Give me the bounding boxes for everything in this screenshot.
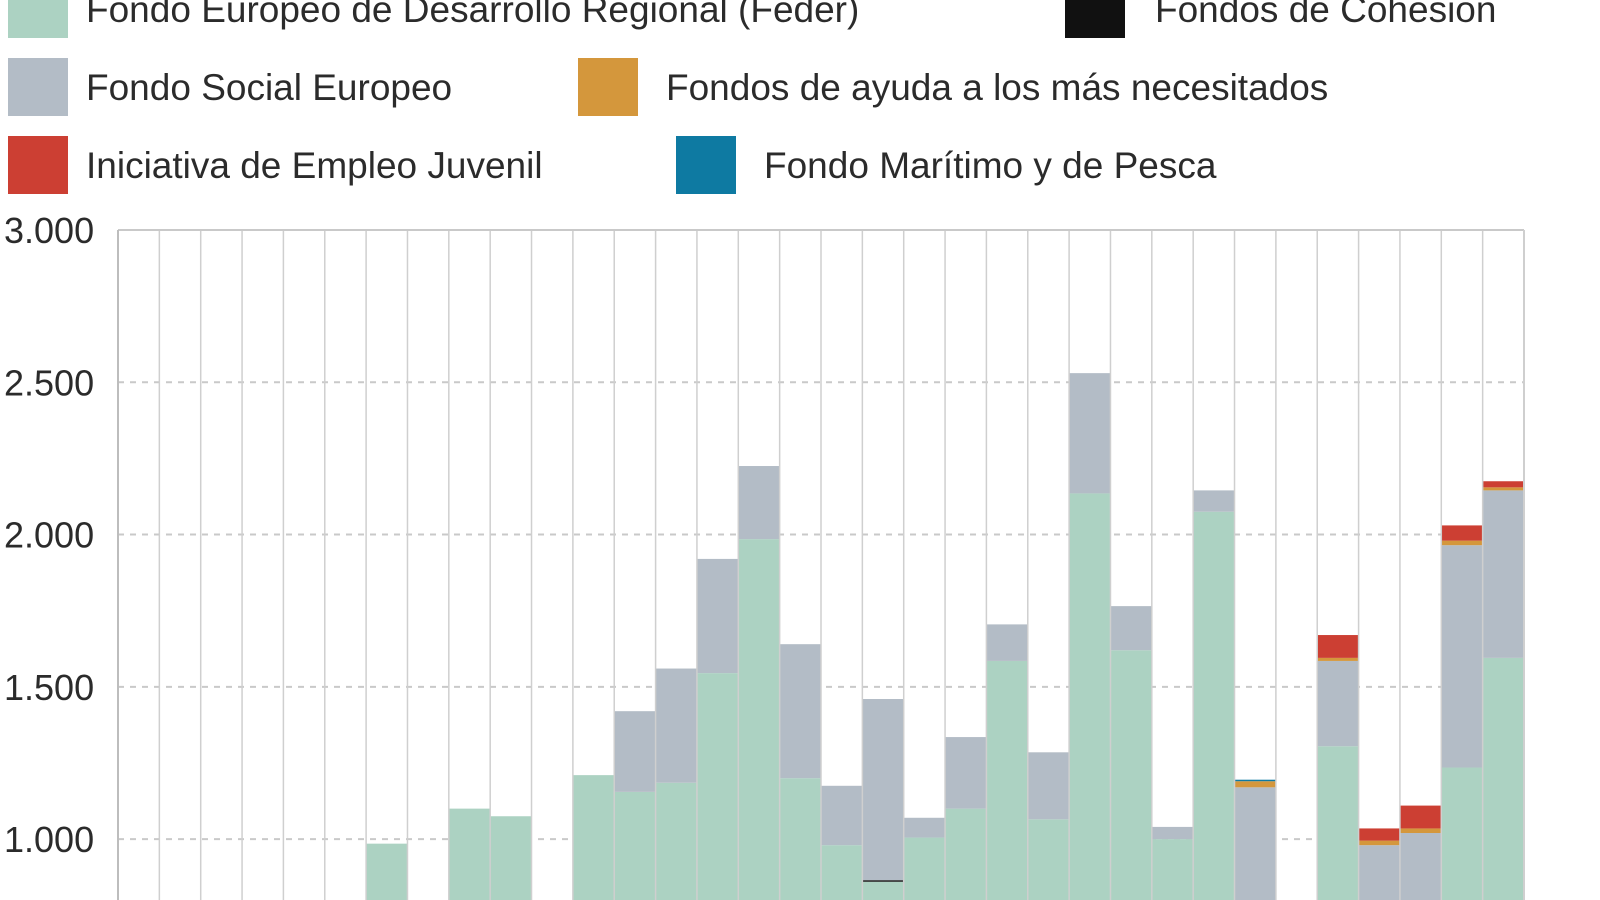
legend-label: Fondo Marítimo y de Pesca (764, 144, 1217, 186)
bar-segment-feder (1317, 746, 1359, 900)
bar-segment-fse (779, 644, 821, 779)
legend-label: Fondos de ayuda a los más necesitados (666, 66, 1329, 108)
bar-segment-feder (1482, 657, 1524, 900)
bar-segment-feder (490, 816, 532, 900)
bar-segment-fse (903, 817, 946, 838)
bar-segment-cohesion (862, 880, 904, 882)
bar-segment-fse (1110, 606, 1152, 651)
bar-segment-feder (821, 845, 863, 900)
legend-item-empleo-juvenil: Iniciativa de Empleo Juvenil (8, 136, 543, 194)
bar-segment-feder (903, 837, 946, 900)
bar-segment-ayuda (1441, 540, 1483, 546)
bar-segment-feder (655, 782, 697, 900)
bar-segment-ayuda (1399, 828, 1442, 833)
legend-swatch (8, 136, 68, 194)
bar-segment-fse (986, 624, 1028, 661)
bar-segment-feder (572, 775, 615, 900)
y-tick-label: 1.000 (4, 819, 94, 860)
legend-item-cohesion: Fondos de Cohesión (1065, 0, 1496, 38)
bar-segment-feder (448, 808, 491, 900)
bar-segment-fse (696, 558, 739, 674)
bar-segment-fse (1399, 833, 1442, 900)
bar-segment-fse (655, 668, 697, 783)
bar-segment-fse (1317, 660, 1359, 747)
bar-segment-ayuda (1482, 487, 1524, 491)
bar-segment-fse (862, 699, 904, 881)
bar-segment-empleo-juvenil (1482, 481, 1524, 488)
y-tick-label: 2.000 (4, 515, 94, 556)
legend-item-pesca: Fondo Marítimo y de Pesca (676, 136, 1216, 194)
bar-segment-fse (1193, 490, 1235, 512)
legend-swatch (8, 58, 68, 116)
bar-segment-fse (1234, 787, 1276, 900)
legend-swatch (1065, 0, 1125, 38)
bar-segment-ayuda (1317, 657, 1359, 661)
bar-segment-feder (1151, 839, 1194, 900)
bar-segment-fse (1151, 826, 1194, 840)
legend-label: Iniciativa de Empleo Juvenil (86, 144, 543, 186)
bar-segment-fse (1482, 490, 1524, 658)
bar-segment-ayuda (1358, 840, 1400, 846)
bar-segment-feder (1193, 511, 1235, 900)
legend-label: Fondos de Cohesión (1155, 0, 1497, 30)
legend-swatch (578, 58, 638, 116)
legend-item-ayuda: Fondos de ayuda a los más necesitados (578, 58, 1328, 116)
legend-label: Fondo Europeo de Desarrollo Regional (Fe… (86, 0, 860, 30)
chart-legend: Fondo Europeo de Desarrollo Regional (Fe… (0, 0, 1600, 200)
bar-segment-feder (366, 843, 408, 900)
y-tick-label: 3.000 (4, 210, 94, 251)
bar-segment-feder (862, 881, 904, 900)
bar-segment-pesca (1234, 779, 1276, 782)
bar-segment-feder (779, 778, 821, 900)
legend-item-feder: Fondo Europeo de Desarrollo Regional (Fe… (8, 0, 859, 38)
bar-segment-fse (821, 785, 863, 846)
bar-segment-feder (738, 539, 780, 900)
bar-segment-feder (1110, 650, 1152, 900)
legend-swatch (676, 136, 736, 194)
bar-segment-fse (1027, 752, 1070, 820)
bar-segment-fse (945, 737, 987, 809)
bar-segment-fse (1069, 373, 1111, 494)
legend-label: Fondo Social Europeo (86, 66, 453, 108)
bar-segment-empleo-juvenil (1317, 635, 1359, 658)
bar-segment-empleo-juvenil (1399, 805, 1442, 829)
bar-segment-fse (1441, 545, 1483, 768)
y-tick-label: 1.500 (4, 667, 94, 708)
bar-segment-feder (614, 791, 656, 900)
bar-segment-empleo-juvenil (1441, 525, 1483, 541)
legend-item-fse: Fondo Social Europeo (8, 58, 452, 116)
bar-segment-feder (945, 808, 987, 900)
bar-segment-feder (1441, 767, 1483, 900)
y-tick-label: 2.500 (4, 362, 94, 403)
bar-segment-ayuda (1234, 781, 1276, 788)
bar-segment-feder (696, 673, 739, 900)
bar-segment-feder (1069, 493, 1111, 900)
bar-segment-fse (738, 466, 780, 540)
bar-segment-feder (986, 660, 1028, 900)
bar-segment-fse (614, 711, 656, 792)
bar-segment-fse (1358, 845, 1400, 900)
legend-swatch (8, 0, 68, 38)
bar-segment-feder (1027, 819, 1070, 900)
bar-segment-empleo-juvenil (1358, 828, 1400, 841)
